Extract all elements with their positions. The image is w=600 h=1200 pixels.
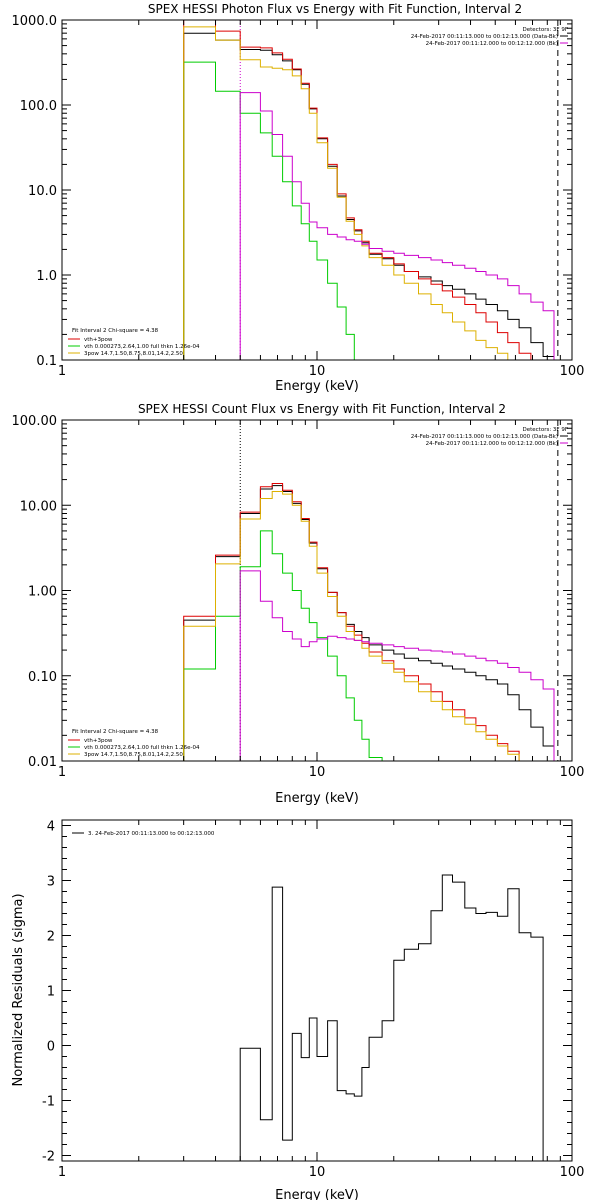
- series-line: [183, 530, 394, 762]
- legend: Fit Interval 2 Chi-square = 4.38 vth+3po…: [68, 729, 200, 758]
- x-tick-label: 1: [58, 364, 66, 379]
- detector-info: Detectors: 3F 9F 24-Feb-2017 00:11:13.00…: [411, 427, 568, 447]
- x-tick-label: 100: [560, 1165, 585, 1180]
- legend-entry: 3. 24-Feb-2017 00:11:13.000 to 00:12:13.…: [88, 831, 215, 837]
- y-tick-label: 0.10: [28, 670, 57, 685]
- photon-flux-marks: [183, 19, 559, 361]
- x-tick-label: 1: [58, 1165, 66, 1180]
- legend-header: Fit Interval 2 Chi-square = 4.38: [72, 328, 159, 334]
- detector-info-line: 24-Feb-2017 00:11:12.000 to 00:12:12.000…: [426, 441, 558, 447]
- plot-frame: [61, 819, 573, 1162]
- legend-entry: vth+3pow: [84, 337, 113, 343]
- series-line: [183, 483, 554, 762]
- series-line: [183, 19, 554, 361]
- legend-entry: vth+3pow: [84, 738, 113, 744]
- legend-entry: vth 0.000273,2.64,1.00 full thkn 1.26e-0…: [84, 745, 200, 751]
- detector-info-line: 24-Feb-2017 00:11:13.000 to 00:12:13.000…: [411, 34, 558, 40]
- panel-title: SPEX HESSI Count Flux vs Energy with Fit…: [138, 402, 506, 416]
- plot-frame: [61, 19, 573, 361]
- y-tick-label: 10.0: [28, 184, 57, 199]
- series-line: [239, 92, 555, 360]
- x-tick-label: 100: [560, 364, 585, 379]
- count-flux-panel: SPEX HESSI Count Flux vs Energy with Fit…: [12, 402, 585, 806]
- y-tick-label: 3: [47, 875, 55, 890]
- series-line: [183, 485, 555, 761]
- detector-info: Detectors: 3F 9F 24-Feb-2017 00:11:13.00…: [411, 27, 568, 47]
- y-tick-label: 1.0: [36, 269, 57, 284]
- series-line: [183, 491, 554, 762]
- legend: 3. 24-Feb-2017 00:11:13.000 to 00:12:13.…: [72, 831, 215, 837]
- y-tick-label: 1.00: [28, 585, 57, 600]
- x-axis-label: Energy (keV): [275, 379, 359, 394]
- y-tick-label: 10.00: [20, 499, 57, 514]
- y-tick-label: 4: [47, 820, 55, 835]
- y-tick-label: 0.1: [36, 354, 57, 369]
- y-tick-label: 1: [47, 985, 55, 1000]
- y-tick-label: 100.0: [20, 99, 57, 114]
- panel-title: SPEX HESSI Photon Flux vs Energy with Fi…: [148, 2, 522, 16]
- axis-ticks: 1 10 100 0.1 1.0 10.0 100.0 1000.0: [12, 14, 585, 379]
- x-tick-label: 100: [560, 765, 585, 780]
- legend: Fit Interval 2 Chi-square = 4.38 vth+3po…: [68, 328, 200, 357]
- x-axis-label: Energy (keV): [275, 791, 359, 806]
- residual-marks: [239, 874, 554, 1162]
- x-tick-label: 10: [309, 1165, 326, 1180]
- photon-flux-panel: SPEX HESSI Photon Flux vs Energy with Fi…: [12, 2, 585, 394]
- detector-info-line: Detectors: 3F 9F: [522, 27, 568, 33]
- residuals-panel: 1 10 100 -2 -1 0 1 2 3 4 Energy (keV) Normalized …: [11, 819, 584, 1200]
- legend-entry: 3pow 14.7,1.50,8.75,8.01,14.2,2.50: [84, 351, 183, 357]
- series-line: [239, 570, 555, 761]
- x-axis-label: Energy (keV): [275, 1188, 359, 1200]
- count-flux-marks: [183, 420, 559, 762]
- y-tick-label: 100.00: [12, 414, 58, 429]
- x-tick-label: 1: [58, 765, 66, 780]
- legend-header: Fit Interval 2 Chi-square = 4.38: [72, 729, 159, 735]
- y-tick-label: 2: [47, 930, 55, 945]
- x-tick-label: 10: [309, 765, 326, 780]
- y-tick-label: 0.01: [28, 755, 57, 770]
- axis-ticks: 1 10 100 -2 -1 0 1 2 3 4: [42, 820, 584, 1181]
- legend-entry: 3pow 14.7,1.50,8.75,8.01,14.2,2.50: [84, 752, 183, 758]
- y-tick-label: 0: [47, 1040, 55, 1055]
- plot-frame: [61, 419, 573, 762]
- legend-entry: vth 0.000273,2.64,1.00 full thkn 1.26e-0…: [84, 344, 200, 350]
- axis-ticks: 1 10 100 0.01 0.10 1.00 10.00 100.00: [12, 414, 585, 780]
- series-line: [183, 26, 554, 361]
- series-line: [183, 61, 405, 361]
- y-tick-label: -2: [42, 1150, 55, 1165]
- detector-info-line: 24-Feb-2017 00:11:13.000 to 00:12:13.000…: [411, 434, 558, 440]
- detector-info-line: Detectors: 3F 9F: [522, 427, 568, 433]
- detector-info-line: 24-Feb-2017 00:11:12.000 to 00:12:12.000…: [426, 41, 558, 47]
- x-tick-label: 10: [309, 364, 326, 379]
- y-axis-label: Normalized Residuals (sigma): [11, 893, 26, 1086]
- series-line: [239, 874, 554, 1162]
- series-line: [183, 32, 555, 360]
- y-tick-label: -1: [42, 1095, 55, 1110]
- y-tick-label: 1000.0: [12, 14, 58, 29]
